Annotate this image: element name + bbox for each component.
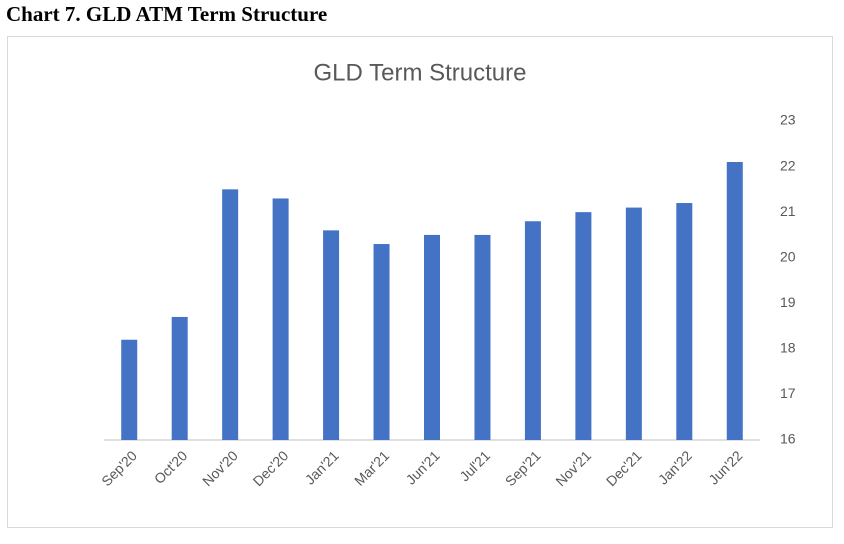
- y-tick-label: 16: [780, 431, 796, 447]
- y-tick-label: 22: [780, 157, 796, 173]
- bar: [524, 221, 541, 440]
- bar: [121, 339, 138, 440]
- y-tick-label: 23: [780, 112, 796, 128]
- y-tick-label: 18: [780, 340, 796, 356]
- chart-title: GLD Term Structure: [314, 59, 527, 86]
- bar: [323, 230, 340, 440]
- y-tick-label: 21: [780, 203, 796, 219]
- bar: [575, 212, 592, 440]
- bar: [424, 234, 440, 440]
- y-tick-label: 17: [780, 385, 796, 401]
- bar: [726, 162, 743, 440]
- bar: [373, 244, 390, 440]
- y-tick-label: 19: [780, 294, 796, 310]
- bar: [222, 189, 239, 440]
- bar: [625, 207, 642, 440]
- bar: [272, 198, 289, 440]
- bar: [474, 234, 491, 440]
- bar: [676, 203, 693, 440]
- y-tick-label: 20: [780, 248, 796, 264]
- page-heading: Chart 7. GLD ATM Term Structure: [6, 2, 327, 26]
- chart-frame: [7, 36, 833, 528]
- bar: [171, 316, 188, 440]
